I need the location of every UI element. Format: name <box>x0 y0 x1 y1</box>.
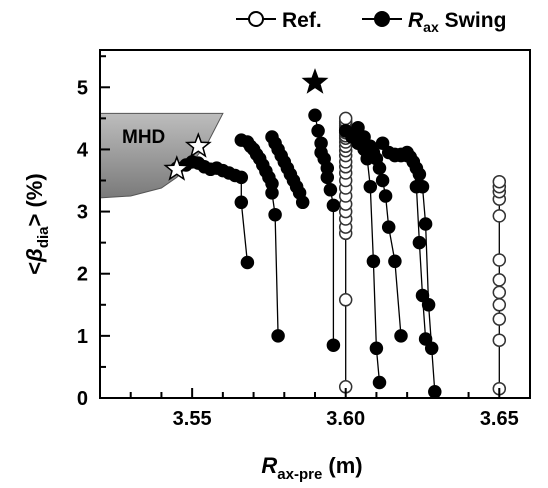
x-tick-label: 3.60 <box>326 408 365 430</box>
star-layer <box>163 68 329 181</box>
swing-point <box>421 298 436 312</box>
series-layer <box>170 108 507 399</box>
swing-point <box>394 329 408 343</box>
legend-swing-label-sub: ax <box>423 19 439 35</box>
swing-point <box>265 186 279 200</box>
ref-point <box>492 209 507 223</box>
y-tick-label: 1 <box>77 326 88 348</box>
x-axis-title: Rax-pre (m) <box>261 453 362 483</box>
swing-point <box>428 385 442 399</box>
ref-point <box>338 111 353 126</box>
y-axis-title-prefix: < <box>22 262 47 275</box>
y-tick-label: 0 <box>77 388 88 410</box>
ref-point <box>338 293 353 307</box>
swing-point <box>357 130 371 144</box>
swing-point <box>351 120 365 135</box>
swing-point <box>363 179 378 194</box>
swing-point <box>418 217 433 231</box>
y-axis-title-sub: dia <box>35 226 52 248</box>
x-axis: 3.55 3.60 3.65 <box>129 388 519 430</box>
x-axis-title-unit: (m) <box>322 453 362 478</box>
y-tick-label: 4 <box>77 139 89 161</box>
swing-point <box>308 108 322 123</box>
mhd-region <box>100 112 224 199</box>
ref-point <box>492 253 507 267</box>
swing-point <box>268 207 282 222</box>
x-axis-title-sub: ax-pre <box>277 466 322 483</box>
ref-point <box>492 273 507 287</box>
y-axis-title: <βdia> (%) <box>22 173 52 274</box>
y-tick-label: 3 <box>77 202 88 224</box>
legend-swing-marker <box>374 11 390 27</box>
legend-ref-label: Ref. <box>282 9 322 32</box>
y-axis: 0 1 2 3 4 5 <box>77 55 110 410</box>
swing-point <box>326 338 341 352</box>
swing-point <box>234 195 249 210</box>
swing-point <box>323 183 338 197</box>
x-tick-label: 3.55 <box>173 408 212 430</box>
swing-point <box>295 195 310 210</box>
swing-point <box>372 375 387 390</box>
legend-ref-marker <box>248 11 264 27</box>
y-tick-label: 5 <box>77 77 88 99</box>
filled-star-marker <box>301 68 329 94</box>
ref-point <box>492 312 507 326</box>
swing-point <box>240 255 255 270</box>
swing-point <box>424 341 439 356</box>
ref-point <box>492 298 507 312</box>
swing-point <box>320 170 335 185</box>
swing-point <box>372 161 387 175</box>
swing-point <box>381 220 396 234</box>
legend: Ref. Rax Swing <box>236 9 506 35</box>
x-tick-label: 3.65 <box>480 408 519 430</box>
swing-point <box>415 179 430 194</box>
y-axis-title-suffix: > (%) <box>22 173 47 226</box>
swing-point <box>271 329 285 343</box>
swing-point <box>375 173 390 188</box>
x-axis-title-main: R <box>261 453 277 478</box>
swing-point <box>369 341 384 356</box>
ref-point <box>492 285 507 300</box>
swing-point <box>234 170 249 185</box>
open-star-marker <box>184 132 212 158</box>
ref-point <box>492 174 507 189</box>
swing-point <box>412 235 427 250</box>
plot-frame <box>99 49 531 399</box>
y-axis-title-symbol: β <box>22 248 47 263</box>
ref-point <box>492 333 507 347</box>
swing-point <box>326 198 341 213</box>
swing-point <box>375 136 390 150</box>
mhd-label: MHD <box>122 127 165 148</box>
swing-point <box>366 254 381 269</box>
legend-swing-label-main: R <box>408 9 424 32</box>
swing-point <box>311 124 325 138</box>
swing-point <box>378 189 393 203</box>
y-tick-label: 2 <box>77 264 88 286</box>
open-star-marker <box>163 155 191 181</box>
legend-swing-label: Rax Swing <box>408 9 506 35</box>
legend-swing-label-rest: Swing <box>439 9 507 32</box>
swing-point <box>412 167 427 182</box>
swing-point <box>388 254 402 269</box>
